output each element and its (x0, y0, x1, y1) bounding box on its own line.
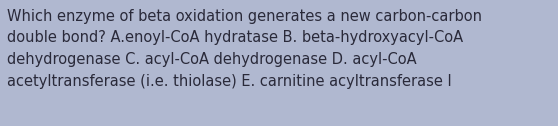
Text: Which enzyme of beta oxidation generates a new carbon-carbon
double bond? A.enoy: Which enzyme of beta oxidation generates… (7, 9, 482, 89)
